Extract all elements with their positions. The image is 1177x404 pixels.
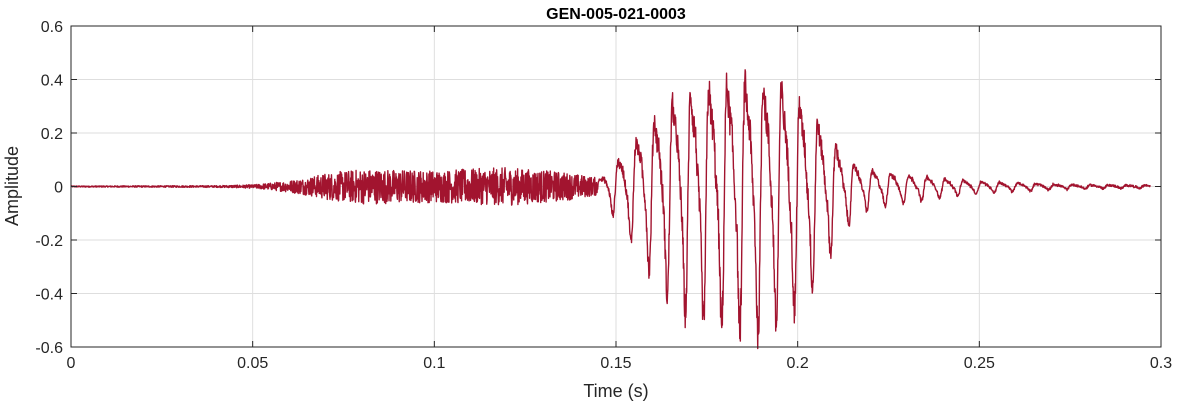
- y-tick-label: -0.4: [35, 287, 63, 304]
- x-tick-label: 0.15: [600, 355, 631, 372]
- plot-area: [70, 69, 1151, 350]
- x-tick-label: 0: [67, 355, 76, 372]
- y-tick-label: -0.6: [35, 340, 63, 357]
- x-tick-label: 0.25: [964, 355, 995, 372]
- x-axis-label: Time (s): [583, 381, 648, 401]
- y-tick-label: 0.2: [41, 126, 63, 143]
- x-tick-label: 0.3: [1150, 355, 1172, 372]
- chart-title: GEN-005-021-0003: [546, 6, 686, 23]
- y-tick-label: 0: [54, 180, 63, 197]
- waveform-series-line: [70, 69, 1151, 350]
- x-tick-label: 0.2: [787, 355, 809, 372]
- y-tick-label: -0.2: [35, 233, 63, 250]
- y-axis-label: Amplitude: [2, 146, 22, 226]
- x-tick-label: 0.05: [237, 355, 268, 372]
- x-tick-label: 0.1: [423, 355, 445, 372]
- y-tick-label: 0.4: [41, 73, 63, 90]
- y-tick-label: 0.6: [41, 19, 63, 36]
- axis-ticks: 0 0.05 0.1 0.15 0.2 0.25 0.3 -0.6 -0.4 -0.2 0 0.2 0.…: [35, 19, 1172, 372]
